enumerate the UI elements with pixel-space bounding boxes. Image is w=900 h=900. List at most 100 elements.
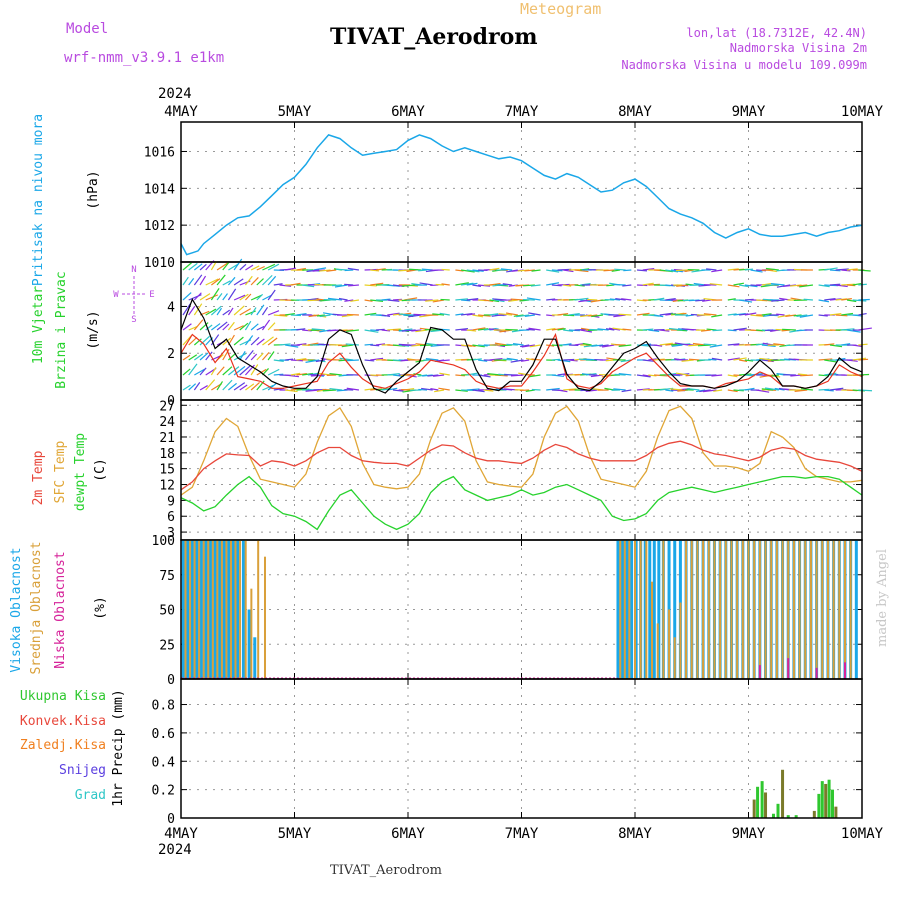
wind-arrow xyxy=(733,389,744,392)
cloud-ytick-label: 0 xyxy=(167,673,175,688)
cloud-mid-bar xyxy=(202,540,205,679)
wind-arrow xyxy=(344,283,354,286)
wind-arrow xyxy=(239,365,251,376)
cloud-mid-bar xyxy=(849,540,852,679)
wind-arrow xyxy=(591,314,604,318)
wind-arrow xyxy=(348,284,359,287)
wind-arrow xyxy=(290,388,301,391)
wind-arrow xyxy=(472,358,482,361)
wind-arrow xyxy=(326,269,337,272)
wind-arrow xyxy=(455,282,469,286)
top-date-label: 10MAY xyxy=(841,104,884,120)
wind-arrow xyxy=(709,344,723,348)
wind-arrow xyxy=(279,284,292,287)
model-altitude-text: Nadmorska Visina u modelu 109.099m xyxy=(621,58,867,72)
bottom-date-label: 4MAY xyxy=(164,826,198,842)
wind-ytick-label: 4 xyxy=(167,300,175,315)
wind-arrow xyxy=(609,298,621,301)
wind-arrow xyxy=(210,288,220,301)
wind-arrow xyxy=(636,269,648,272)
wind-arrow xyxy=(193,274,203,286)
wind-arrow xyxy=(785,314,796,317)
cloud-mid-bar xyxy=(730,540,733,679)
wind-arrow xyxy=(211,278,221,286)
pressure-axis-name: Pritisak na nivou mora xyxy=(31,114,46,286)
cloud-mid-bar xyxy=(809,540,812,679)
wind-arrow xyxy=(261,351,270,361)
wind-arrow xyxy=(681,359,694,362)
wind-arrow xyxy=(233,258,243,271)
wind-axis-name2: Brzina i Pravac xyxy=(54,271,69,388)
wind-arrow xyxy=(587,298,598,301)
cloud-panel: 0 25 50 75 100 xyxy=(152,534,863,688)
wind-arrow xyxy=(574,284,585,287)
temp-ytick-label: 6 xyxy=(167,510,175,525)
wind-arrow xyxy=(528,327,541,331)
wind-arrow xyxy=(546,387,560,391)
wind-arrow xyxy=(697,344,711,347)
wind-arrow xyxy=(296,343,307,346)
wind-arrow xyxy=(727,313,737,316)
compass-n: N xyxy=(131,265,136,275)
wind-arrow xyxy=(381,314,391,317)
wind-arrow xyxy=(636,374,651,378)
wind-arrow xyxy=(614,373,626,376)
wind-arrow xyxy=(411,329,422,332)
wind-arrow xyxy=(364,312,377,316)
cloud-mid-bar xyxy=(250,588,253,679)
wind-arrow xyxy=(744,268,754,271)
wind-arrow xyxy=(771,299,785,302)
wind-arrow xyxy=(364,343,373,346)
legend-conv-rain: Konvek.Kisa xyxy=(20,714,106,729)
wind-arrow xyxy=(256,293,264,301)
cloud-mid-bar xyxy=(798,540,801,679)
wind-arrow xyxy=(425,358,439,361)
wind-arrow xyxy=(199,322,209,331)
wind-arrow xyxy=(557,373,566,376)
wind-arrow xyxy=(245,383,255,391)
cloud-high-bar xyxy=(247,609,251,679)
wind-arrow xyxy=(256,325,265,331)
cloud-high-bar xyxy=(181,540,185,679)
wind-arrow xyxy=(841,269,851,272)
wind-arrow xyxy=(441,283,450,286)
cloud-mid-bar xyxy=(815,540,818,679)
wind-arrow xyxy=(765,267,779,271)
wind-arrow xyxy=(521,344,535,348)
wind-arrow xyxy=(233,294,246,301)
wind-arrow xyxy=(199,335,211,346)
wind-arrow xyxy=(687,388,700,391)
wind-arrow xyxy=(546,327,556,331)
wind-arrow xyxy=(790,374,802,377)
wind-arrow xyxy=(182,276,189,286)
wind-arrow xyxy=(693,282,706,286)
cloud-mid-bar xyxy=(770,540,773,679)
wind-arrow xyxy=(438,359,450,362)
wind-arrow xyxy=(653,344,663,347)
wind-arrow xyxy=(305,389,320,392)
wind-arrow xyxy=(713,389,723,392)
wind-arrow xyxy=(346,387,360,391)
wind-arrow xyxy=(642,343,652,346)
wind-arrow xyxy=(250,353,258,361)
cloud-mid-bar xyxy=(662,540,665,679)
wind-arrow xyxy=(764,387,779,391)
wind-arrow xyxy=(829,283,841,286)
wind-arrow xyxy=(794,389,808,392)
temp-ytick-label: 3 xyxy=(167,526,175,541)
wind-arrow xyxy=(387,373,400,376)
cloud-mid-bar xyxy=(781,540,784,679)
wind-arrow xyxy=(799,284,814,288)
cloud-ytick-label: 50 xyxy=(159,604,175,619)
wind-arrow xyxy=(590,374,604,378)
dewpt-line xyxy=(180,475,863,531)
wind-arrow xyxy=(505,328,518,331)
wind-arrow xyxy=(199,352,209,361)
wind-arrow xyxy=(648,329,660,333)
wind-arrow xyxy=(233,305,245,316)
wind-arrow xyxy=(341,344,354,348)
wind-arrow xyxy=(703,343,717,346)
wind-ytick-label: 0 xyxy=(167,394,175,409)
cloud-low-axis-name: Niska Oblacnost xyxy=(53,551,68,668)
wind-arrow xyxy=(744,359,754,362)
